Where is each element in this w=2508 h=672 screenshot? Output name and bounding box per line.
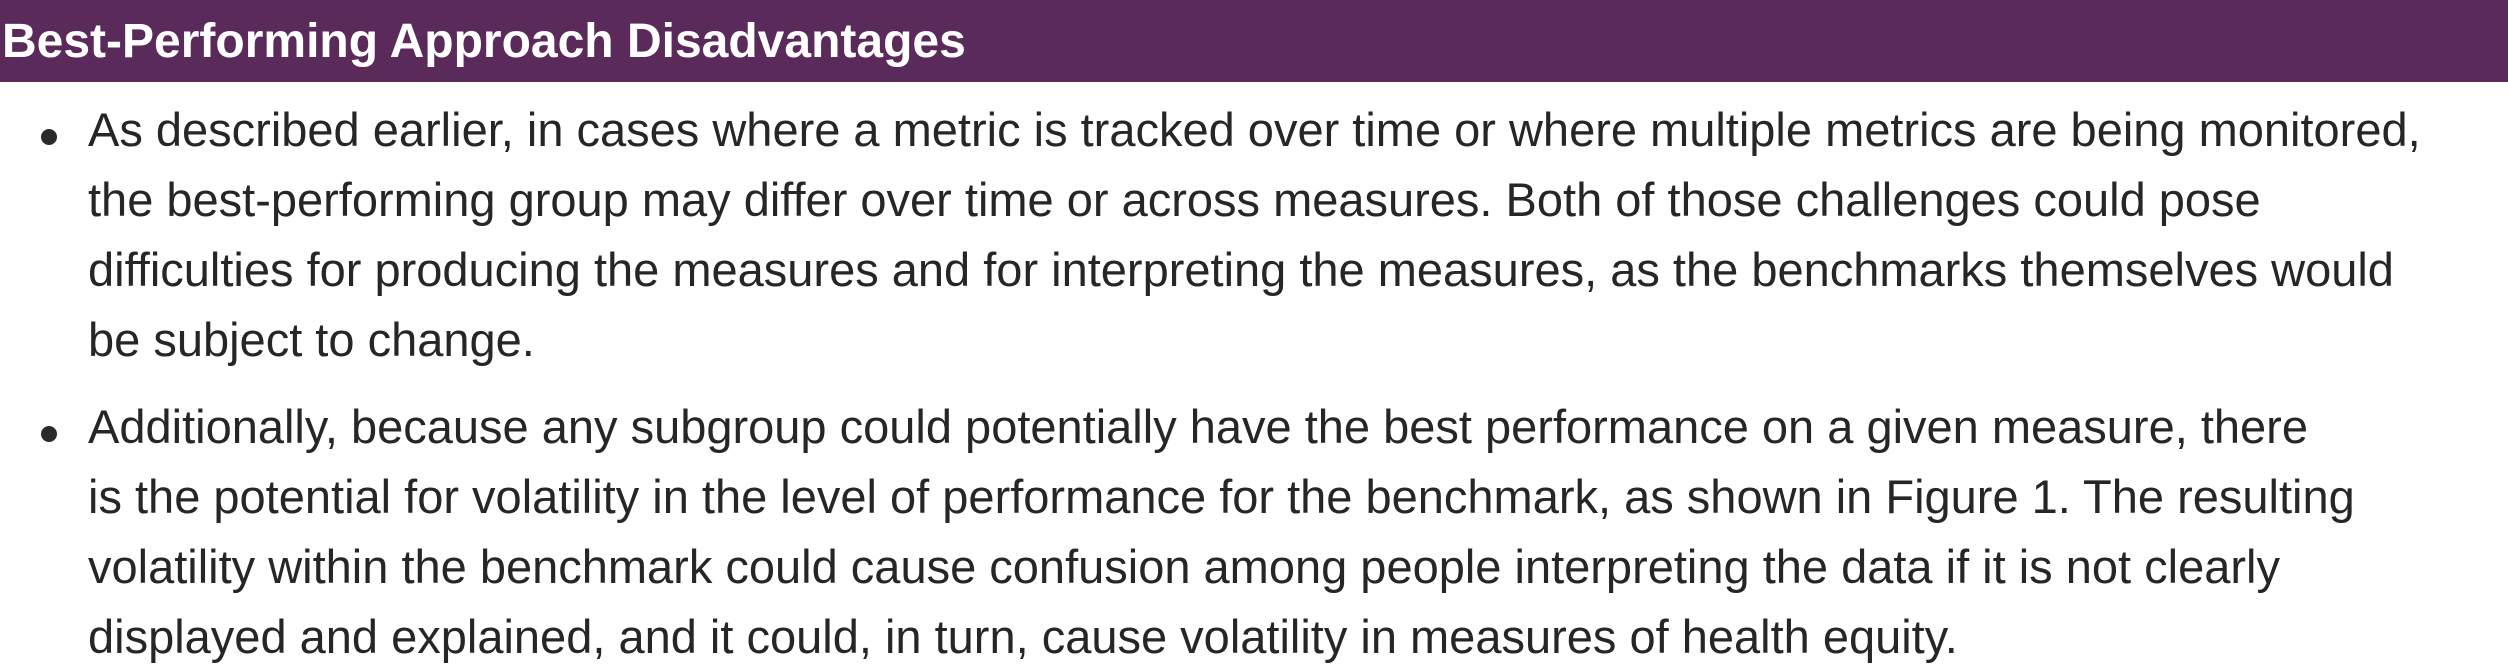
bullet-icon	[41, 129, 57, 145]
text-line: Additionally, because any subgroup could…	[88, 400, 2308, 453]
text-line: is the potential for volatility in the l…	[88, 470, 2355, 523]
bullet-text: As described earlier, in cases where a m…	[88, 95, 2508, 375]
text-line: difficulties for producing the measures …	[88, 243, 2394, 296]
text-line: displayed and explained, and it could, i…	[88, 610, 1958, 663]
section-header: Best-Performing Approach Disadvantages	[0, 0, 2508, 82]
text-line: As described earlier, in cases where a m…	[88, 103, 2421, 156]
text-line: the best-performing group may differ ove…	[88, 173, 2261, 226]
text-line: volatility within the benchmark could ca…	[88, 540, 2280, 593]
section-title: Best-Performing Approach Disadvantages	[2, 14, 966, 68]
text-line: be subject to change.	[88, 313, 535, 366]
bullet-icon	[41, 426, 57, 442]
bullet-text: Additionally, because any subgroup could…	[88, 392, 2508, 672]
